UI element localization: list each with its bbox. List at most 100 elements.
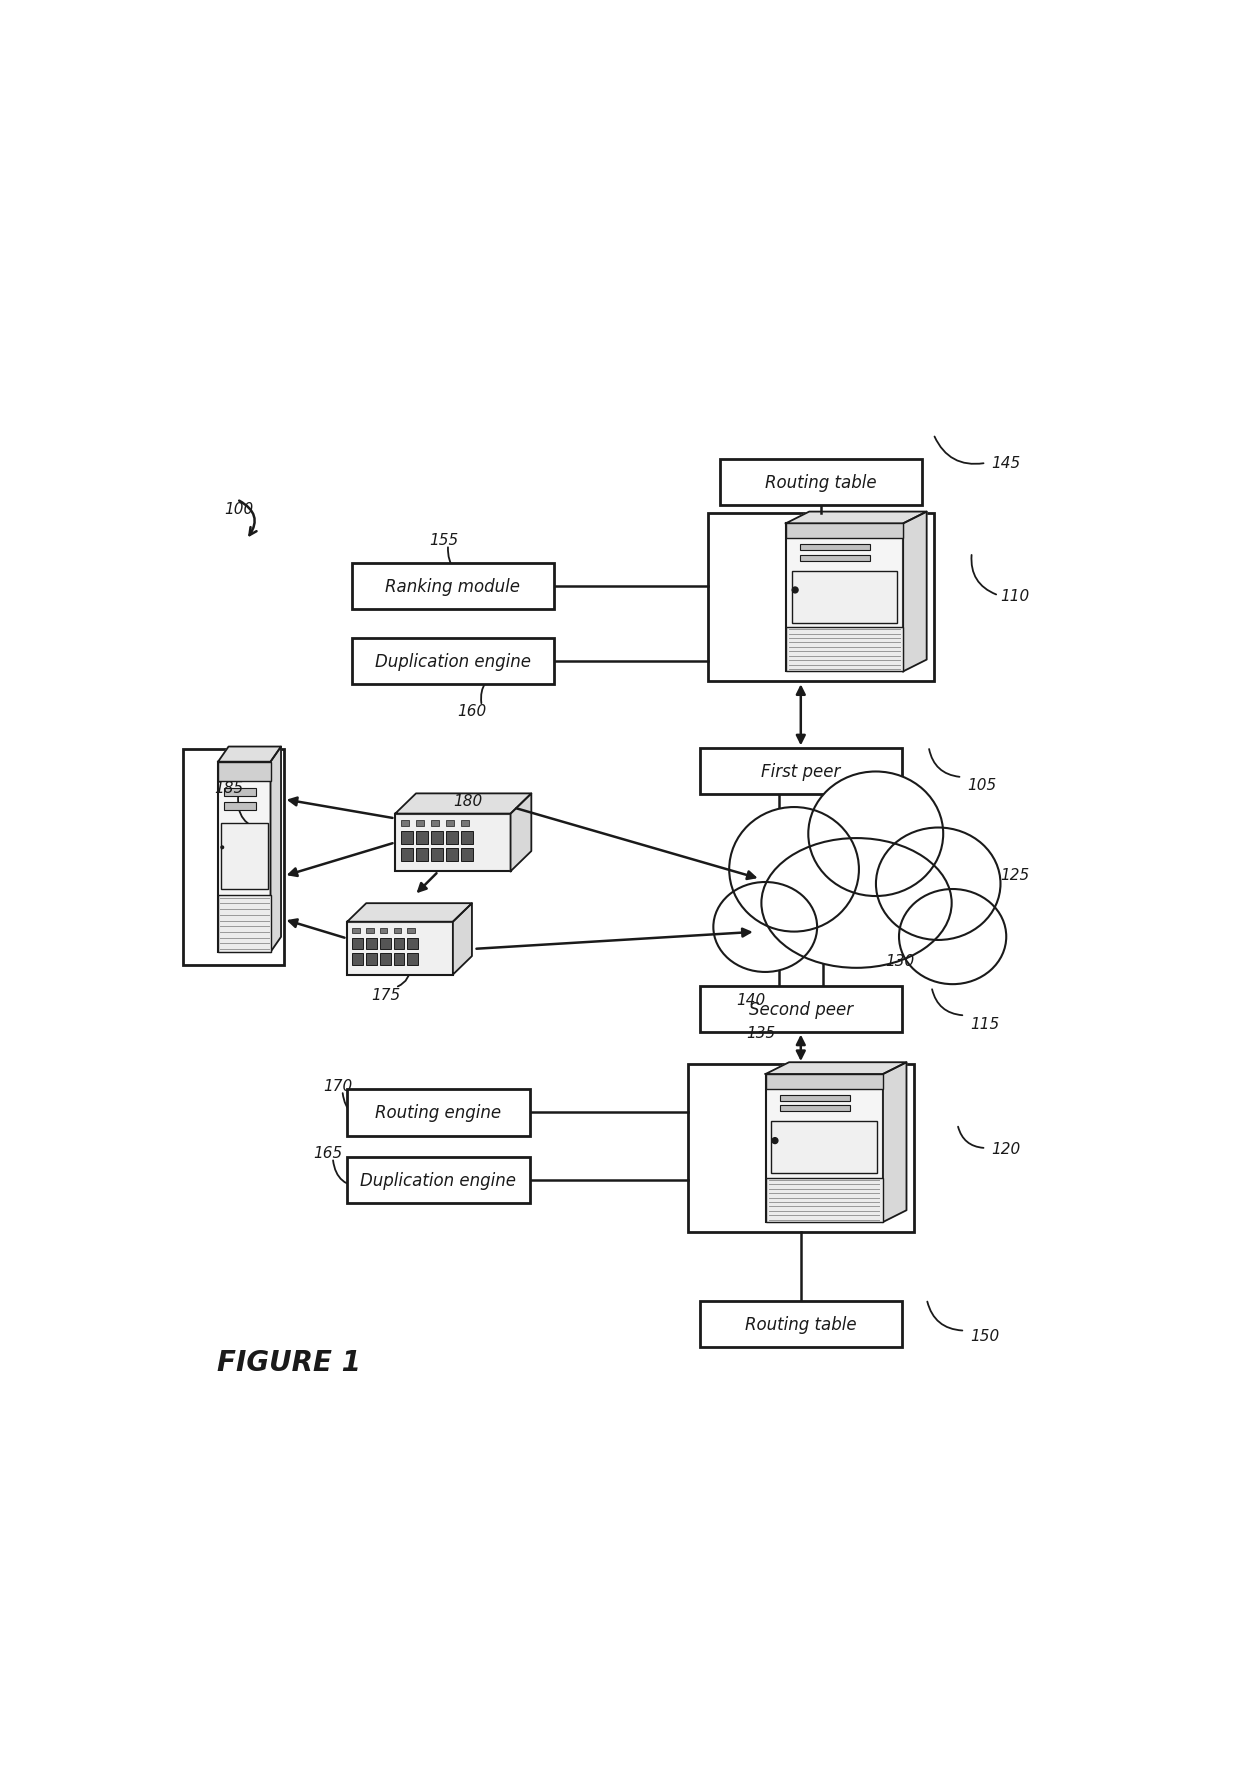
Text: Duplication engine: Duplication engine	[374, 653, 531, 671]
Text: 155: 155	[429, 533, 458, 547]
Bar	[218, 894, 270, 952]
Bar	[461, 821, 469, 827]
Bar	[708, 513, 934, 682]
Ellipse shape	[875, 828, 1001, 941]
Bar	[218, 894, 270, 952]
Text: 105: 105	[967, 778, 996, 793]
Polygon shape	[883, 1063, 906, 1222]
Bar	[347, 1090, 529, 1136]
Bar	[379, 954, 391, 966]
Text: 130: 130	[885, 954, 915, 968]
Polygon shape	[453, 903, 472, 975]
Bar	[366, 928, 373, 934]
Bar	[394, 928, 401, 934]
Text: 110: 110	[1001, 589, 1030, 603]
Bar	[415, 848, 428, 861]
Text: Routing table: Routing table	[745, 1315, 857, 1333]
Bar	[394, 937, 404, 950]
Text: Routing engine: Routing engine	[376, 1104, 501, 1122]
Bar	[786, 628, 903, 673]
Bar	[780, 1095, 851, 1100]
Bar	[396, 814, 511, 871]
Text: Duplication engine: Duplication engine	[361, 1172, 517, 1190]
Bar	[765, 1177, 883, 1222]
Bar	[352, 928, 360, 934]
Text: Routing table: Routing table	[765, 474, 877, 492]
Bar	[780, 1106, 851, 1111]
Polygon shape	[270, 748, 281, 952]
Bar	[771, 1122, 877, 1174]
Bar	[699, 1301, 901, 1347]
Bar	[446, 832, 458, 844]
Text: Second peer: Second peer	[749, 1000, 853, 1018]
Bar	[800, 546, 870, 551]
Bar	[366, 937, 377, 950]
Text: 165: 165	[314, 1145, 342, 1161]
Bar	[352, 564, 554, 610]
Text: First peer: First peer	[761, 762, 841, 780]
Bar	[184, 750, 284, 966]
Bar	[765, 1075, 883, 1090]
Polygon shape	[396, 794, 531, 814]
Bar	[224, 789, 255, 796]
Text: 115: 115	[970, 1016, 999, 1030]
Text: 135: 135	[746, 1025, 775, 1041]
Bar	[401, 821, 409, 827]
Ellipse shape	[729, 807, 859, 932]
Text: 170: 170	[324, 1079, 352, 1093]
Bar	[432, 832, 443, 844]
Ellipse shape	[808, 773, 944, 896]
Bar	[352, 639, 554, 685]
Polygon shape	[786, 512, 926, 524]
Bar	[366, 954, 377, 966]
Text: 125: 125	[1001, 868, 1030, 882]
Polygon shape	[511, 794, 531, 871]
Bar	[800, 555, 870, 562]
Ellipse shape	[899, 889, 1006, 984]
Bar	[786, 524, 903, 673]
Text: FIGURE 1: FIGURE 1	[217, 1349, 361, 1376]
Polygon shape	[765, 1063, 906, 1075]
Bar	[415, 832, 428, 844]
Text: 150: 150	[970, 1327, 999, 1344]
Text: 180: 180	[453, 793, 482, 809]
Bar	[218, 762, 270, 952]
Ellipse shape	[713, 882, 817, 973]
Bar	[415, 821, 424, 827]
Bar	[394, 954, 404, 966]
Bar	[347, 1157, 529, 1204]
Bar	[432, 848, 443, 861]
Bar	[699, 986, 901, 1032]
Bar	[218, 762, 270, 782]
Bar	[720, 460, 921, 506]
Bar	[446, 821, 454, 827]
Bar	[765, 1177, 883, 1222]
Bar	[461, 848, 472, 861]
Bar	[688, 1064, 914, 1233]
Bar	[461, 832, 472, 844]
Polygon shape	[903, 512, 926, 673]
Bar	[432, 821, 439, 827]
Bar	[765, 1075, 883, 1222]
Bar	[224, 803, 255, 810]
Ellipse shape	[761, 839, 951, 968]
Bar	[347, 921, 453, 975]
Bar	[352, 954, 363, 966]
Polygon shape	[347, 903, 472, 921]
Text: 120: 120	[991, 1141, 1021, 1156]
Bar	[379, 937, 391, 950]
Text: 100: 100	[224, 503, 253, 517]
Bar	[221, 823, 268, 889]
Bar	[446, 848, 458, 861]
Bar	[408, 928, 415, 934]
Bar	[352, 937, 363, 950]
Bar	[408, 954, 418, 966]
Bar	[401, 832, 413, 844]
Bar	[699, 750, 901, 794]
Text: 160: 160	[458, 703, 487, 719]
Text: 140: 140	[737, 991, 765, 1007]
Text: Ranking module: Ranking module	[386, 578, 521, 596]
Circle shape	[773, 1138, 777, 1143]
Bar	[786, 524, 903, 538]
Bar	[786, 628, 903, 673]
